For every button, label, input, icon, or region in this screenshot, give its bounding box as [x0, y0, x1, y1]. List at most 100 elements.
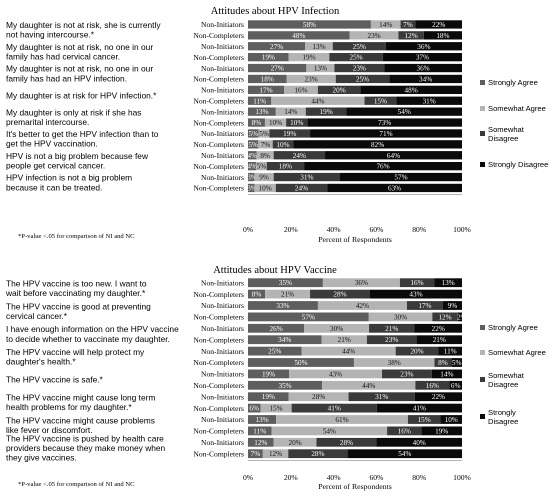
bar-segment [248, 129, 259, 138]
data-label: 63% [388, 184, 401, 192]
data-label: 23% [400, 370, 413, 378]
statement-text: It's better to get the HPV infection tha… [6, 129, 159, 139]
bar-segment [258, 129, 270, 138]
group-label: Non-Completers [193, 313, 244, 322]
data-label: 16% [426, 382, 439, 390]
data-label: 25% [349, 54, 362, 62]
bar-segment [262, 449, 289, 459]
legend: Strongly Agree Somewhat Agree Somewhat Disa… [480, 78, 548, 169]
statement-text: not having intercourse.* [6, 30, 95, 40]
data-label: 34% [278, 336, 291, 344]
legend-swatch [480, 80, 485, 85]
chart-title: Attitudes about HPV Infection [211, 6, 340, 17]
group-label: Non-Completers [193, 290, 244, 299]
tick-label: 0% [243, 225, 254, 234]
statement-text: My daughter is not at risk, no one in ou… [6, 42, 153, 52]
bar-segment [248, 289, 266, 299]
tick-label: 40% [327, 225, 342, 234]
bar-segment [248, 369, 290, 379]
data-label: 50% [294, 359, 307, 367]
statement-text: family has had cervical cancer. [6, 52, 120, 62]
tick-label: 80% [412, 473, 427, 482]
data-label: 31% [423, 97, 436, 105]
data-label: 3% [247, 184, 257, 192]
data-label: 54% [398, 108, 411, 116]
statement-group: My daughter is at risk for HPV infection… [6, 85, 462, 105]
bar-segment [288, 449, 348, 459]
bar-segment [264, 118, 287, 127]
legend: Strongly Agree Somewhat Agree Somewhat Disa… [480, 323, 546, 426]
bar-segment [248, 346, 302, 356]
bar-segment [248, 437, 274, 447]
data-label: 13% [312, 43, 325, 51]
data-label: 18% [436, 32, 449, 40]
bar-segment [273, 151, 326, 160]
bar-segment [382, 53, 462, 62]
bar-segment [348, 392, 415, 402]
bar-segment [416, 335, 462, 345]
bar-segment [248, 392, 289, 402]
data-label: 24% [293, 152, 306, 160]
bar-segment [400, 20, 416, 29]
data-label: 31% [300, 174, 313, 182]
legend-swatch [480, 106, 485, 111]
chart-title: Attitudes about HPV Vaccine [213, 265, 337, 276]
bar-segment [431, 369, 462, 379]
data-label: 12% [438, 313, 451, 321]
group-label: Non-Initiators [201, 129, 244, 138]
bar-segment [248, 323, 305, 333]
bar-segment [434, 358, 452, 367]
data-label: 19% [283, 130, 296, 138]
data-label: 19% [320, 108, 333, 116]
bar-segment [310, 289, 370, 299]
data-label: 6% [249, 405, 259, 413]
legend-label: Strongly Agree [488, 78, 538, 87]
bar-segment [369, 289, 462, 299]
bar-segment [248, 151, 257, 160]
bar-segment [275, 183, 328, 193]
data-label: 5% [249, 130, 259, 138]
bar-segment [347, 449, 462, 459]
data-label: 16% [410, 279, 423, 287]
data-label: 44% [311, 97, 324, 105]
bar-segment [248, 162, 257, 171]
group-label: Non-Initiators [201, 278, 244, 287]
bar-segment [317, 85, 361, 94]
bar-segment [284, 85, 318, 94]
data-label: 17% [418, 302, 431, 310]
legend-label: Somewhat Agree [488, 348, 546, 357]
data-label: 48% [292, 32, 305, 40]
statement-text: The HPV vaccine might cause problems [6, 415, 155, 425]
bar-segment [399, 278, 435, 288]
bar-segment [271, 96, 365, 105]
bar-segment [415, 380, 450, 390]
bar-segment [406, 301, 443, 310]
data-label: 18% [279, 163, 292, 171]
bar-segment [248, 312, 369, 322]
bar-segment [248, 63, 307, 73]
bar-segment [248, 53, 289, 62]
bar-segment [248, 42, 306, 51]
bar-segment [286, 74, 336, 84]
legend-label: Somewhat Disagree [488, 371, 525, 389]
data-label: 28% [312, 393, 325, 401]
tick-label: 20% [284, 225, 299, 234]
legend-swatch [480, 162, 485, 167]
statement-text: they give vaccines. [6, 453, 77, 463]
bar-segment [395, 346, 439, 356]
data-label: 10% [259, 184, 272, 192]
bar-segment [346, 107, 462, 116]
group-label: Non-Completers [193, 449, 244, 458]
bar-segment [273, 172, 341, 182]
bar-segment [248, 358, 354, 367]
statement-group: It's better to get the HPV infection tha… [6, 129, 462, 149]
group-label: Non-Initiators [201, 415, 244, 424]
data-label: 57% [302, 313, 315, 321]
data-label: 57% [394, 174, 407, 182]
data-label: 8% [438, 359, 448, 367]
data-label: 17% [259, 86, 272, 94]
bar-segment [272, 140, 294, 149]
data-label: 20% [410, 348, 423, 356]
data-label: 5% [248, 141, 258, 149]
